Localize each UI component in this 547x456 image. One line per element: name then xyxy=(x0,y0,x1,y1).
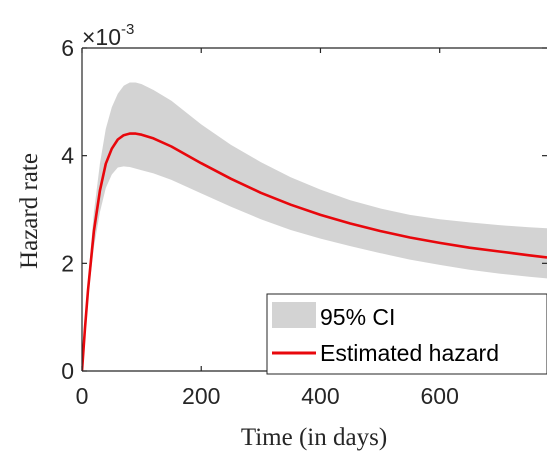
y-multiplier-exponent: -3 xyxy=(121,21,134,38)
ci-band xyxy=(82,82,547,371)
hazard-line-layer xyxy=(82,132,547,371)
y-tick-label: 2 xyxy=(61,250,74,276)
y-axis-title: Hazard rate xyxy=(16,153,43,269)
hazard-line xyxy=(82,132,547,371)
y-multiplier: ×10-3 xyxy=(82,21,134,50)
y-multiplier-base: ×10 xyxy=(82,24,121,50)
x-axis-title: Time (in days) xyxy=(241,424,387,451)
legend-hazard-label: Estimated hazard xyxy=(320,340,499,366)
legend: 95% CI Estimated hazard xyxy=(266,293,547,375)
x-tick-label: 400 xyxy=(301,383,339,409)
tick-labels: 0 2 4 6 0 200 400 600 xyxy=(61,35,459,409)
y-tick-label: 6 xyxy=(61,35,74,61)
y-tick-label: 4 xyxy=(61,143,74,169)
legend-ci-label: 95% CI xyxy=(320,304,395,330)
x-tick-label: 200 xyxy=(182,383,220,409)
y-tick-label: 0 xyxy=(61,358,74,384)
ci-band-layer xyxy=(82,82,547,371)
x-tick-label: 600 xyxy=(421,383,459,409)
legend-ci-swatch xyxy=(272,302,316,328)
x-tick-label: 0 xyxy=(76,383,89,409)
